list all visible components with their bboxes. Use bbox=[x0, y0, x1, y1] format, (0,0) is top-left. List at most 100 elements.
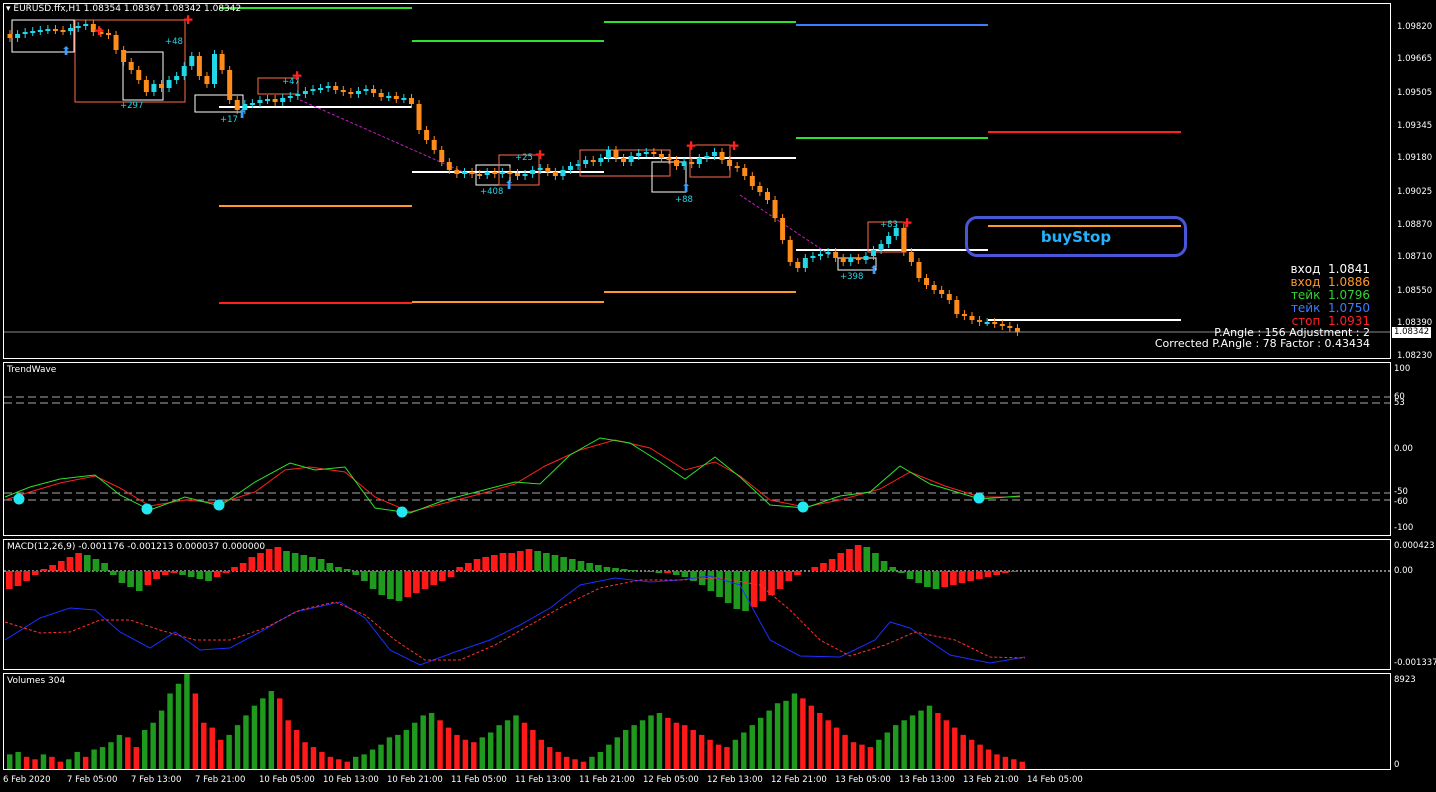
volume-bar bbox=[690, 730, 696, 769]
level-lines bbox=[4, 7, 1390, 333]
candle bbox=[401, 98, 407, 100]
trade-label: +398 bbox=[840, 272, 863, 282]
candle bbox=[772, 200, 778, 218]
macd-bar bbox=[698, 571, 706, 585]
volume-bar bbox=[116, 734, 123, 769]
volume-bar bbox=[251, 705, 258, 769]
volume-bar bbox=[496, 725, 502, 769]
volume-bar bbox=[15, 751, 21, 769]
macd-bar bbox=[568, 559, 576, 571]
volume-bar bbox=[32, 759, 38, 769]
volumes-panel[interactable] bbox=[3, 673, 1391, 770]
main-price-panel[interactable] bbox=[3, 3, 1391, 359]
candle bbox=[825, 252, 831, 254]
candle bbox=[704, 156, 710, 158]
macd-bar bbox=[31, 571, 39, 575]
candle bbox=[605, 150, 611, 158]
candle bbox=[560, 170, 566, 176]
volume-bar bbox=[985, 749, 992, 769]
candle bbox=[136, 70, 142, 80]
trade-label: +17 bbox=[220, 115, 238, 125]
volume-bar bbox=[142, 730, 148, 769]
trendwave-level-label: 100 bbox=[1394, 364, 1411, 374]
trade-label: +48 bbox=[165, 37, 183, 47]
symbol-info: EURUSD.ffx,H1 1.08354 1.08367 1.08342 1.… bbox=[13, 4, 242, 14]
angle-line1: P.Angle : 156 Adjustment : 2 bbox=[1214, 326, 1370, 339]
macd-bar bbox=[811, 567, 819, 571]
volume-bar bbox=[260, 698, 266, 769]
volume-bar bbox=[209, 727, 215, 769]
trade-labels: +48 +297 +17 +47 +25 +408 +88 +83 +398 bbox=[120, 37, 898, 282]
macd-bar bbox=[326, 563, 334, 571]
candle bbox=[961, 314, 967, 316]
candle bbox=[204, 76, 210, 84]
macd-bar bbox=[924, 571, 931, 587]
candle bbox=[658, 154, 664, 158]
volume-bar bbox=[597, 751, 604, 769]
dropdown-triangle-icon[interactable]: ▾ bbox=[6, 4, 11, 14]
candle bbox=[871, 250, 877, 256]
signal-entry1: вход 1.0841 bbox=[1290, 262, 1370, 276]
candle bbox=[212, 54, 218, 84]
volume-bar bbox=[82, 756, 89, 769]
order-type-badge[interactable]: buyStop bbox=[965, 216, 1187, 257]
price-tick-label: 1.09665 bbox=[1397, 54, 1433, 64]
volume-bar bbox=[808, 705, 815, 769]
candle bbox=[863, 256, 869, 260]
candle bbox=[613, 150, 619, 158]
time-axis-label: 7 Feb 21:00 bbox=[195, 775, 246, 785]
time-axis-label: 12 Feb 13:00 bbox=[707, 775, 763, 785]
macd-bar bbox=[378, 571, 386, 595]
macd-bar bbox=[14, 571, 22, 586]
candle bbox=[901, 228, 907, 252]
volume-bar bbox=[268, 691, 275, 769]
macd-level-label: 0.00 bbox=[1394, 566, 1413, 576]
volume-bar bbox=[589, 756, 595, 769]
macd-bar bbox=[187, 571, 195, 577]
trade-label: +47 bbox=[282, 77, 300, 87]
volume-bar bbox=[49, 756, 55, 769]
macd-bar bbox=[993, 571, 1001, 575]
candle bbox=[378, 93, 384, 97]
candle bbox=[984, 322, 990, 324]
trade-label: +408 bbox=[480, 187, 503, 197]
macd-bar bbox=[465, 563, 472, 571]
macd-bar bbox=[1010, 571, 1018, 572]
candle bbox=[719, 152, 725, 160]
candlesticks[interactable] bbox=[7, 20, 1020, 336]
macd-bar bbox=[352, 571, 360, 575]
volume-bar bbox=[935, 712, 941, 769]
macd-bar bbox=[404, 571, 412, 597]
macd-bar bbox=[828, 559, 836, 571]
volume-bar bbox=[909, 715, 916, 769]
volume-bar bbox=[420, 715, 426, 769]
time-axis-label: 10 Feb 05:00 bbox=[259, 775, 315, 785]
volume-bar bbox=[352, 756, 359, 769]
candle bbox=[742, 168, 748, 176]
macd-bar bbox=[66, 557, 74, 571]
macd-bar bbox=[57, 561, 65, 571]
volume-bar bbox=[665, 717, 671, 769]
candle bbox=[757, 186, 763, 192]
macd-bar bbox=[179, 571, 186, 575]
volume-bar bbox=[817, 712, 823, 769]
macd-bar bbox=[664, 571, 671, 573]
svg-text:⬆: ⬆ bbox=[869, 263, 879, 277]
svg-text:✚: ✚ bbox=[729, 139, 739, 153]
candle bbox=[272, 99, 278, 102]
candle bbox=[68, 28, 74, 31]
svg-text:✚: ✚ bbox=[686, 139, 696, 153]
macd-bar bbox=[118, 571, 126, 583]
candle bbox=[333, 86, 339, 90]
candle bbox=[227, 70, 233, 100]
trendwave-panel[interactable] bbox=[3, 362, 1391, 536]
macd-panel[interactable] bbox=[3, 539, 1391, 670]
candle bbox=[30, 31, 36, 33]
candle bbox=[348, 92, 354, 94]
price-tick-label: 1.08230 bbox=[1397, 351, 1433, 361]
volume-bar bbox=[580, 761, 587, 769]
macd-bar bbox=[854, 545, 862, 571]
candle bbox=[992, 322, 998, 324]
trendwave-level-label: 0.00 bbox=[1394, 444, 1413, 454]
